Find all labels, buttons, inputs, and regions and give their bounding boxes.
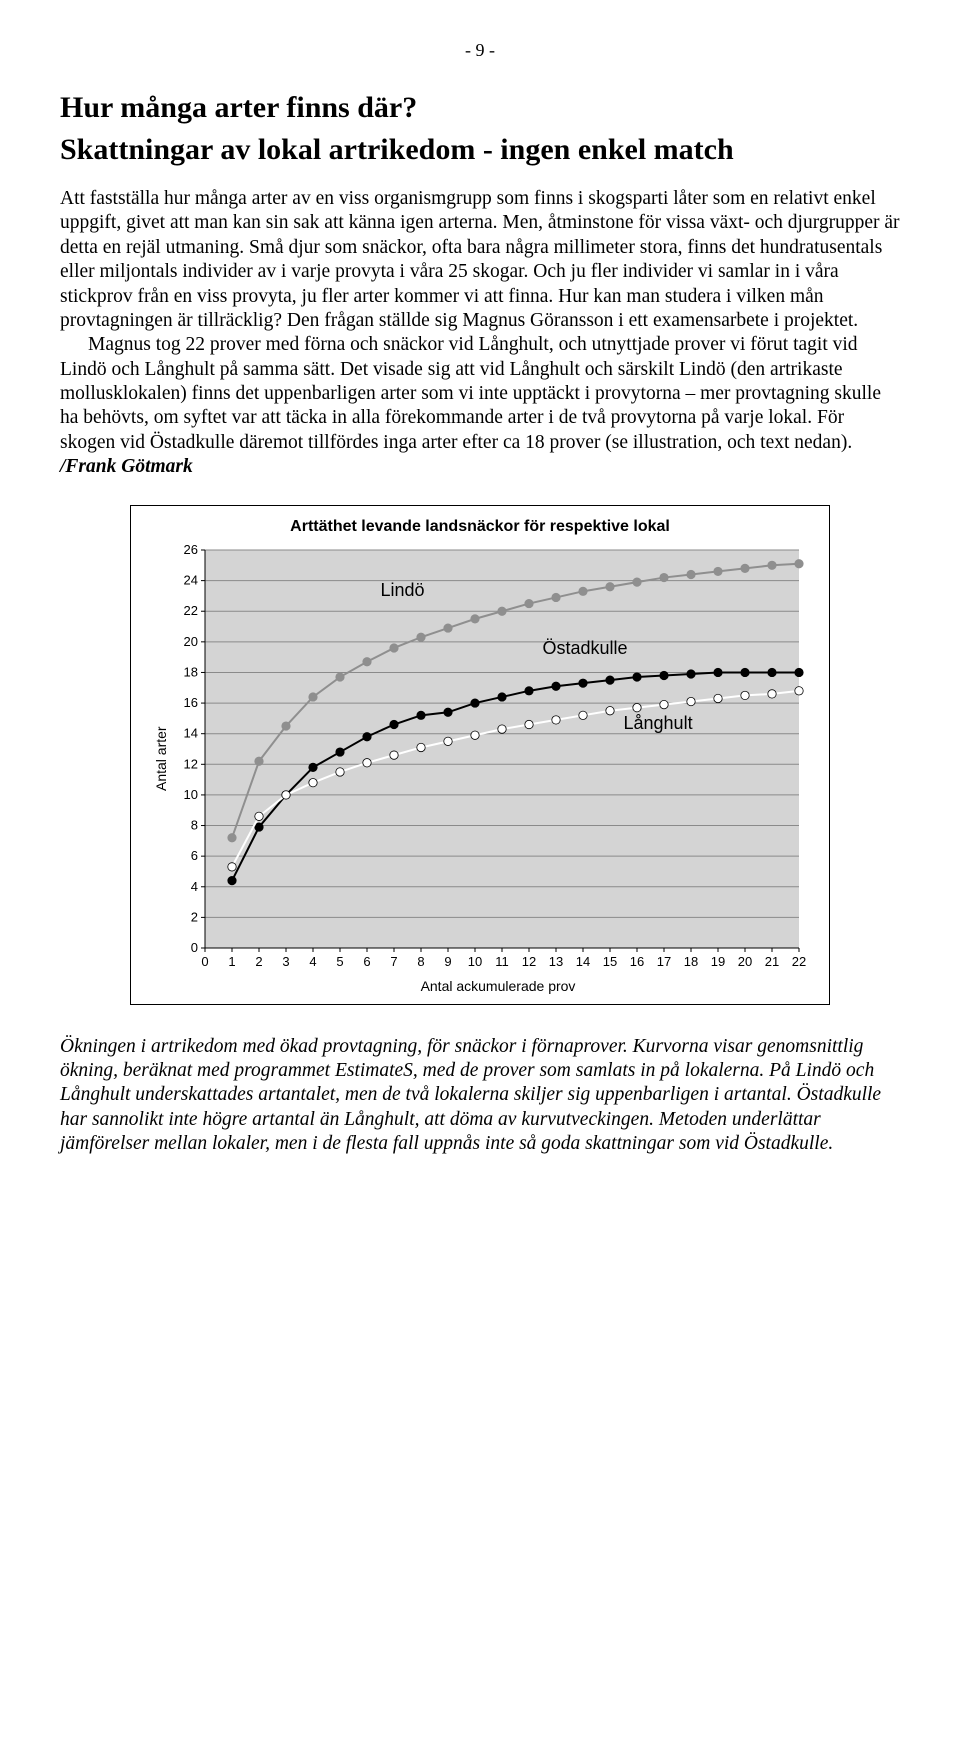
svg-text:22: 22: [792, 954, 806, 969]
svg-text:6: 6: [191, 848, 198, 863]
doc-title: Hur många arter finns där?: [60, 91, 900, 125]
paragraph-2-text: Magnus tog 22 prover med förna och snäck…: [60, 334, 881, 453]
chart-x-axis-label: Antal ackumulerade prov: [185, 978, 811, 994]
chart-title: Arttäthet levande landsnäckor för respek…: [149, 518, 811, 536]
svg-text:24: 24: [184, 572, 198, 587]
svg-text:3: 3: [282, 954, 289, 969]
svg-text:8: 8: [417, 954, 424, 969]
author-credit: /Frank Götmark: [60, 456, 193, 477]
svg-text:15: 15: [603, 954, 617, 969]
svg-text:14: 14: [184, 725, 198, 740]
svg-text:17: 17: [657, 954, 671, 969]
svg-text:22: 22: [184, 603, 198, 618]
svg-text:20: 20: [738, 954, 752, 969]
svg-text:9: 9: [444, 954, 451, 969]
doc-subtitle: Skattningar av lokal artrikedom - ingen …: [60, 133, 900, 167]
svg-text:6: 6: [363, 954, 370, 969]
svg-text:21: 21: [765, 954, 779, 969]
svg-text:12: 12: [522, 954, 536, 969]
figure-caption: Ökningen i artrikedom med ökad provtagni…: [60, 1035, 900, 1157]
svg-text:2: 2: [255, 954, 262, 969]
svg-text:5: 5: [336, 954, 343, 969]
svg-text:10: 10: [468, 954, 482, 969]
svg-text:Lindö: Lindö: [381, 579, 425, 599]
svg-text:16: 16: [630, 954, 644, 969]
svg-text:Östadkulle: Östadkulle: [543, 638, 628, 658]
svg-text:0: 0: [191, 940, 198, 955]
svg-text:13: 13: [549, 954, 563, 969]
svg-text:12: 12: [184, 756, 198, 771]
species-accumulation-chart: 0246810121416182022242601234567891011121…: [169, 544, 809, 974]
svg-text:2: 2: [191, 909, 198, 924]
page-number: - 9 -: [60, 40, 900, 61]
svg-text:19: 19: [711, 954, 725, 969]
svg-text:20: 20: [184, 633, 198, 648]
svg-text:11: 11: [495, 954, 509, 969]
chart-y-axis-label: Antal arter: [149, 544, 169, 974]
svg-text:18: 18: [184, 664, 198, 679]
svg-text:18: 18: [684, 954, 698, 969]
svg-text:7: 7: [390, 954, 397, 969]
svg-text:4: 4: [309, 954, 316, 969]
svg-text:26: 26: [184, 544, 198, 557]
svg-text:14: 14: [576, 954, 590, 969]
chart-container: Arttäthet levande landsnäckor för respek…: [130, 505, 830, 1005]
svg-text:1: 1: [228, 954, 235, 969]
paragraph-1: Att fastställa hur många arter av en vis…: [60, 187, 900, 333]
paragraph-2: Magnus tog 22 prover med förna och snäck…: [60, 333, 900, 479]
svg-text:0: 0: [201, 954, 208, 969]
svg-text:8: 8: [191, 817, 198, 832]
svg-text:10: 10: [184, 786, 198, 801]
svg-text:4: 4: [191, 878, 198, 893]
svg-text:16: 16: [184, 695, 198, 710]
svg-text:Långhult: Långhult: [624, 713, 693, 733]
